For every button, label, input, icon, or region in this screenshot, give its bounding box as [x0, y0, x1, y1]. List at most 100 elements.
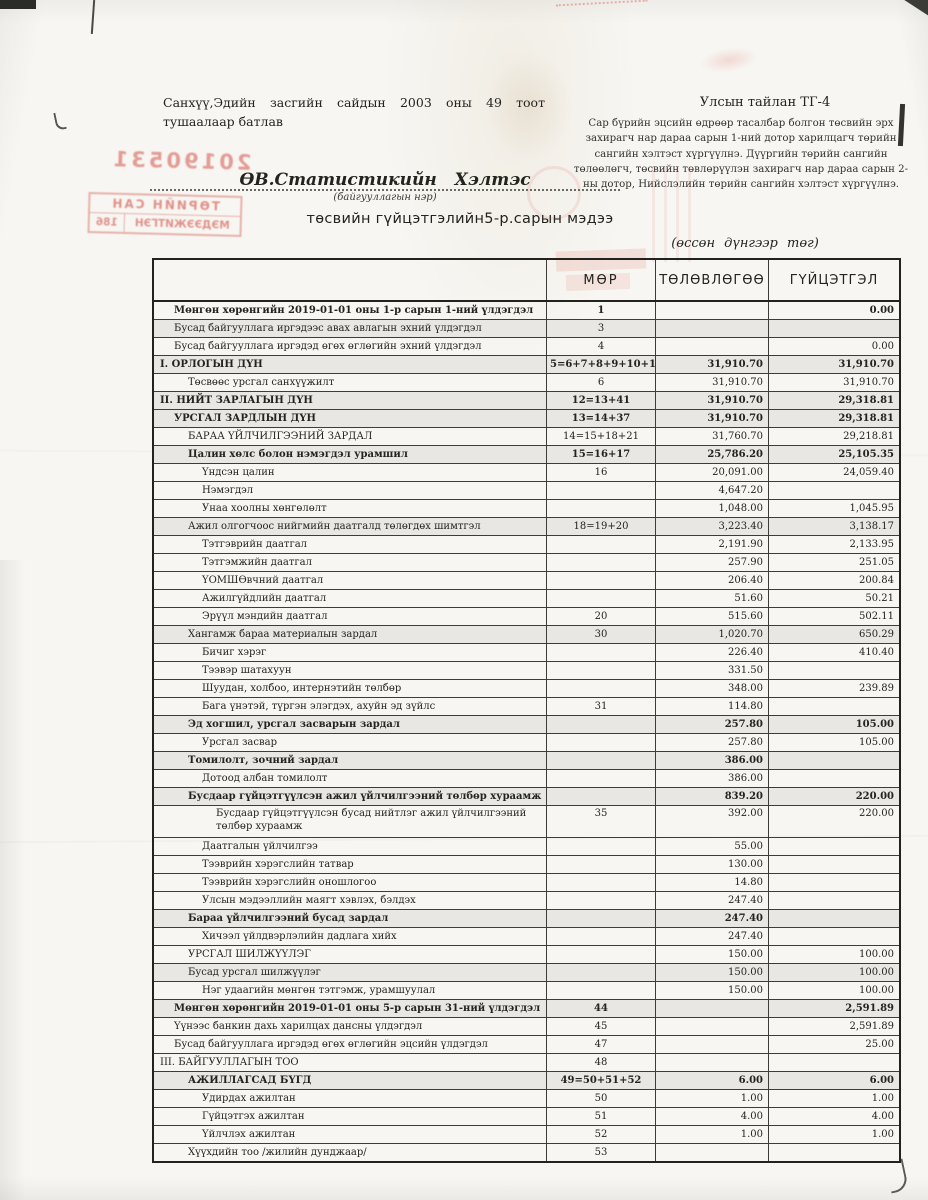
label-cell: УРСГАЛ ШИЛЖҮҮЛЭГ [152, 945, 547, 964]
actual-cell: 502.11 [768, 607, 901, 626]
mor-cell [546, 855, 656, 874]
plan-cell: 2,191.90 [655, 535, 769, 554]
mor-cell [546, 751, 656, 770]
label-cell: Шуудан, холбоо, интернэтийн төлбөр [152, 679, 547, 698]
table-row: Үндсэн цалин 16 20,091.00 24,059.40 [152, 463, 901, 482]
mor-cell: 6 [546, 373, 656, 392]
label-cell: Тээврийн хэрэгслийн татвар [152, 855, 547, 874]
plan-cell: 386.00 [655, 769, 769, 788]
actual-cell: 2,133.95 [768, 535, 901, 554]
plan-cell: 1,048.00 [655, 499, 769, 518]
plan-cell: 31,910.70 [655, 355, 769, 374]
organization-name: ӨВ.Статистикийн Хэлтэс [239, 170, 531, 190]
actual-cell: 29,318.81 [768, 409, 901, 428]
plan-cell: 257.90 [655, 553, 769, 572]
mor-cell: 4 [546, 337, 656, 356]
table-row: Мөнгөн хөрөнгийн 2019-01-01 оны 5-р сары… [152, 999, 901, 1018]
actual-cell: 50.21 [768, 589, 901, 608]
plan-cell: 392.00 [655, 805, 769, 838]
mor-cell [546, 571, 656, 590]
label-cell: Ажил олгогчоос нийгмийн даатгалд төлөгдө… [152, 517, 547, 536]
label-cell: Тээврийн хэрэгслийн оношлогоо [152, 873, 547, 892]
table-row: Хичээл үйлдвэрлэлийн дадлага хийх 247.40 [152, 927, 901, 946]
label-cell: Бичиг хэрэг [152, 643, 547, 662]
mor-cell [546, 481, 656, 500]
red-ink-smudge [555, 0, 649, 17]
label-cell: Урсгал засвар [152, 733, 547, 752]
mor-cell: 5=6+7+8+9+10+11 [546, 355, 656, 374]
mor-cell [546, 661, 656, 680]
actual-cell [768, 661, 901, 680]
label-cell: АЖИЛЛАГСАД БҮГД [152, 1071, 547, 1090]
column-header-plan: ТӨЛӨВЛӨГӨӨ [655, 258, 769, 302]
mor-cell: 3 [546, 319, 656, 338]
mor-cell: 30 [546, 625, 656, 644]
actual-cell: 239.89 [768, 679, 901, 698]
table-row: Бусад урсгал шилжүүлэг 150.00 100.00 [152, 963, 901, 982]
stamp-bleedthrough-lines [652, 166, 694, 262]
page-title: төсвийн гүйцэтгэлийн5-р.сарын мэдээ [306, 211, 614, 227]
table-row: Бусдаар гүйцэтгүүлсэн бусад нийтлэг ажил… [152, 805, 901, 838]
actual-cell [768, 319, 901, 338]
organization-name-caption: (байгууллагын нэр) [333, 192, 437, 203]
table-row: Хангамж бараа материалын зардал 30 1,020.7… [152, 625, 901, 644]
label-cell: Нэмэгдэл [152, 481, 547, 500]
mor-cell: 48 [546, 1053, 656, 1072]
table-row: Төсвөөс урсгал санхүүжилт 6 31,910.70 31,91… [152, 373, 901, 392]
plan-cell: 25,786.20 [655, 445, 769, 464]
column-header-mor: МӨР [546, 258, 656, 302]
mor-cell: 13=14+37 [546, 409, 656, 428]
table-row: Шуудан, холбоо, интернэтийн төлбөр 348.00… [152, 679, 901, 698]
plan-cell: 31,910.70 [655, 391, 769, 410]
table-row: Эд хогшил, урсгал засварын зардал 257.80 1… [152, 715, 901, 734]
label-cell: Томилолт, зочний зардал [152, 751, 547, 770]
label-cell: Эрүүл мэндийн даатгал [152, 607, 547, 626]
actual-cell: 2,591.89 [768, 999, 901, 1018]
mor-cell: 50 [546, 1089, 656, 1108]
plan-cell: 31,760.70 [655, 427, 769, 446]
plan-cell: 14.80 [655, 873, 769, 892]
table-row: Ажилгүйдлийн даатгал 51.60 50.21 [152, 589, 901, 608]
plan-cell: 348.00 [655, 679, 769, 698]
label-cell: Даатгалын үйлчилгээ [152, 837, 547, 856]
label-cell: Ажилгүйдлийн даатгал [152, 589, 547, 608]
submission-instructions: Сар бүрийн эцсийн өдрөөр тасалбар болгон… [573, 118, 909, 191]
label-cell: Үндсэн цалин [152, 463, 547, 482]
report-table-container: МӨР ТӨЛӨВЛӨГӨӨ ГҮЙЦЭТГЭЛ Мөнгөн хөрөнгий… [152, 258, 901, 1163]
mor-cell [546, 769, 656, 788]
table-row: Ажил олгогчоос нийгмийн даатгалд төлөгдө… [152, 517, 901, 536]
mor-cell: 31 [546, 697, 656, 716]
actual-cell: 29,318.81 [768, 391, 901, 410]
mor-cell: 51 [546, 1107, 656, 1126]
plan-cell [655, 300, 769, 320]
mor-cell [546, 873, 656, 892]
mor-cell [546, 891, 656, 910]
pen-stroke-bottom-right [884, 1158, 910, 1194]
label-cell: Бараа үйлчилгээний бусад зардал [152, 909, 547, 928]
table-row: Даатгалын үйлчилгээ 55.00 [152, 837, 901, 856]
actual-cell: 100.00 [768, 981, 901, 1000]
table-row: Үйлчлэх ажилтан 52 1.00 1.00 [152, 1125, 901, 1144]
mor-cell [546, 981, 656, 1000]
actual-cell: 105.00 [768, 715, 901, 734]
mor-cell [546, 963, 656, 982]
actual-cell [768, 891, 901, 910]
actual-cell: 100.00 [768, 945, 901, 964]
table-row: Гүйцэтгэх ажилтан 51 4.00 4.00 [152, 1107, 901, 1126]
mor-cell [546, 643, 656, 662]
actual-cell [768, 697, 901, 716]
plan-cell: 257.80 [655, 733, 769, 752]
label-cell: Тээвэр шатахуун [152, 661, 547, 680]
mor-cell [546, 535, 656, 554]
plan-cell: 150.00 [655, 945, 769, 964]
table-row: II. НИЙТ ЗАРЛАГЫН ДҮН 12=13+41 31,910.70 29… [152, 391, 901, 410]
plan-cell: 257.80 [655, 715, 769, 734]
mor-cell [546, 733, 656, 752]
label-cell: Хүүхдийн тоо /жилийн дунджаар/ [152, 1143, 547, 1163]
mor-cell: 16 [546, 463, 656, 482]
label-cell: II. НИЙТ ЗАРЛАГЫН ДҮН [152, 391, 547, 410]
mor-cell [546, 679, 656, 698]
label-cell: Тэтгэврийн даатгал [152, 535, 547, 554]
label-cell: ҮОМШӨвчний даатгал [152, 571, 547, 590]
